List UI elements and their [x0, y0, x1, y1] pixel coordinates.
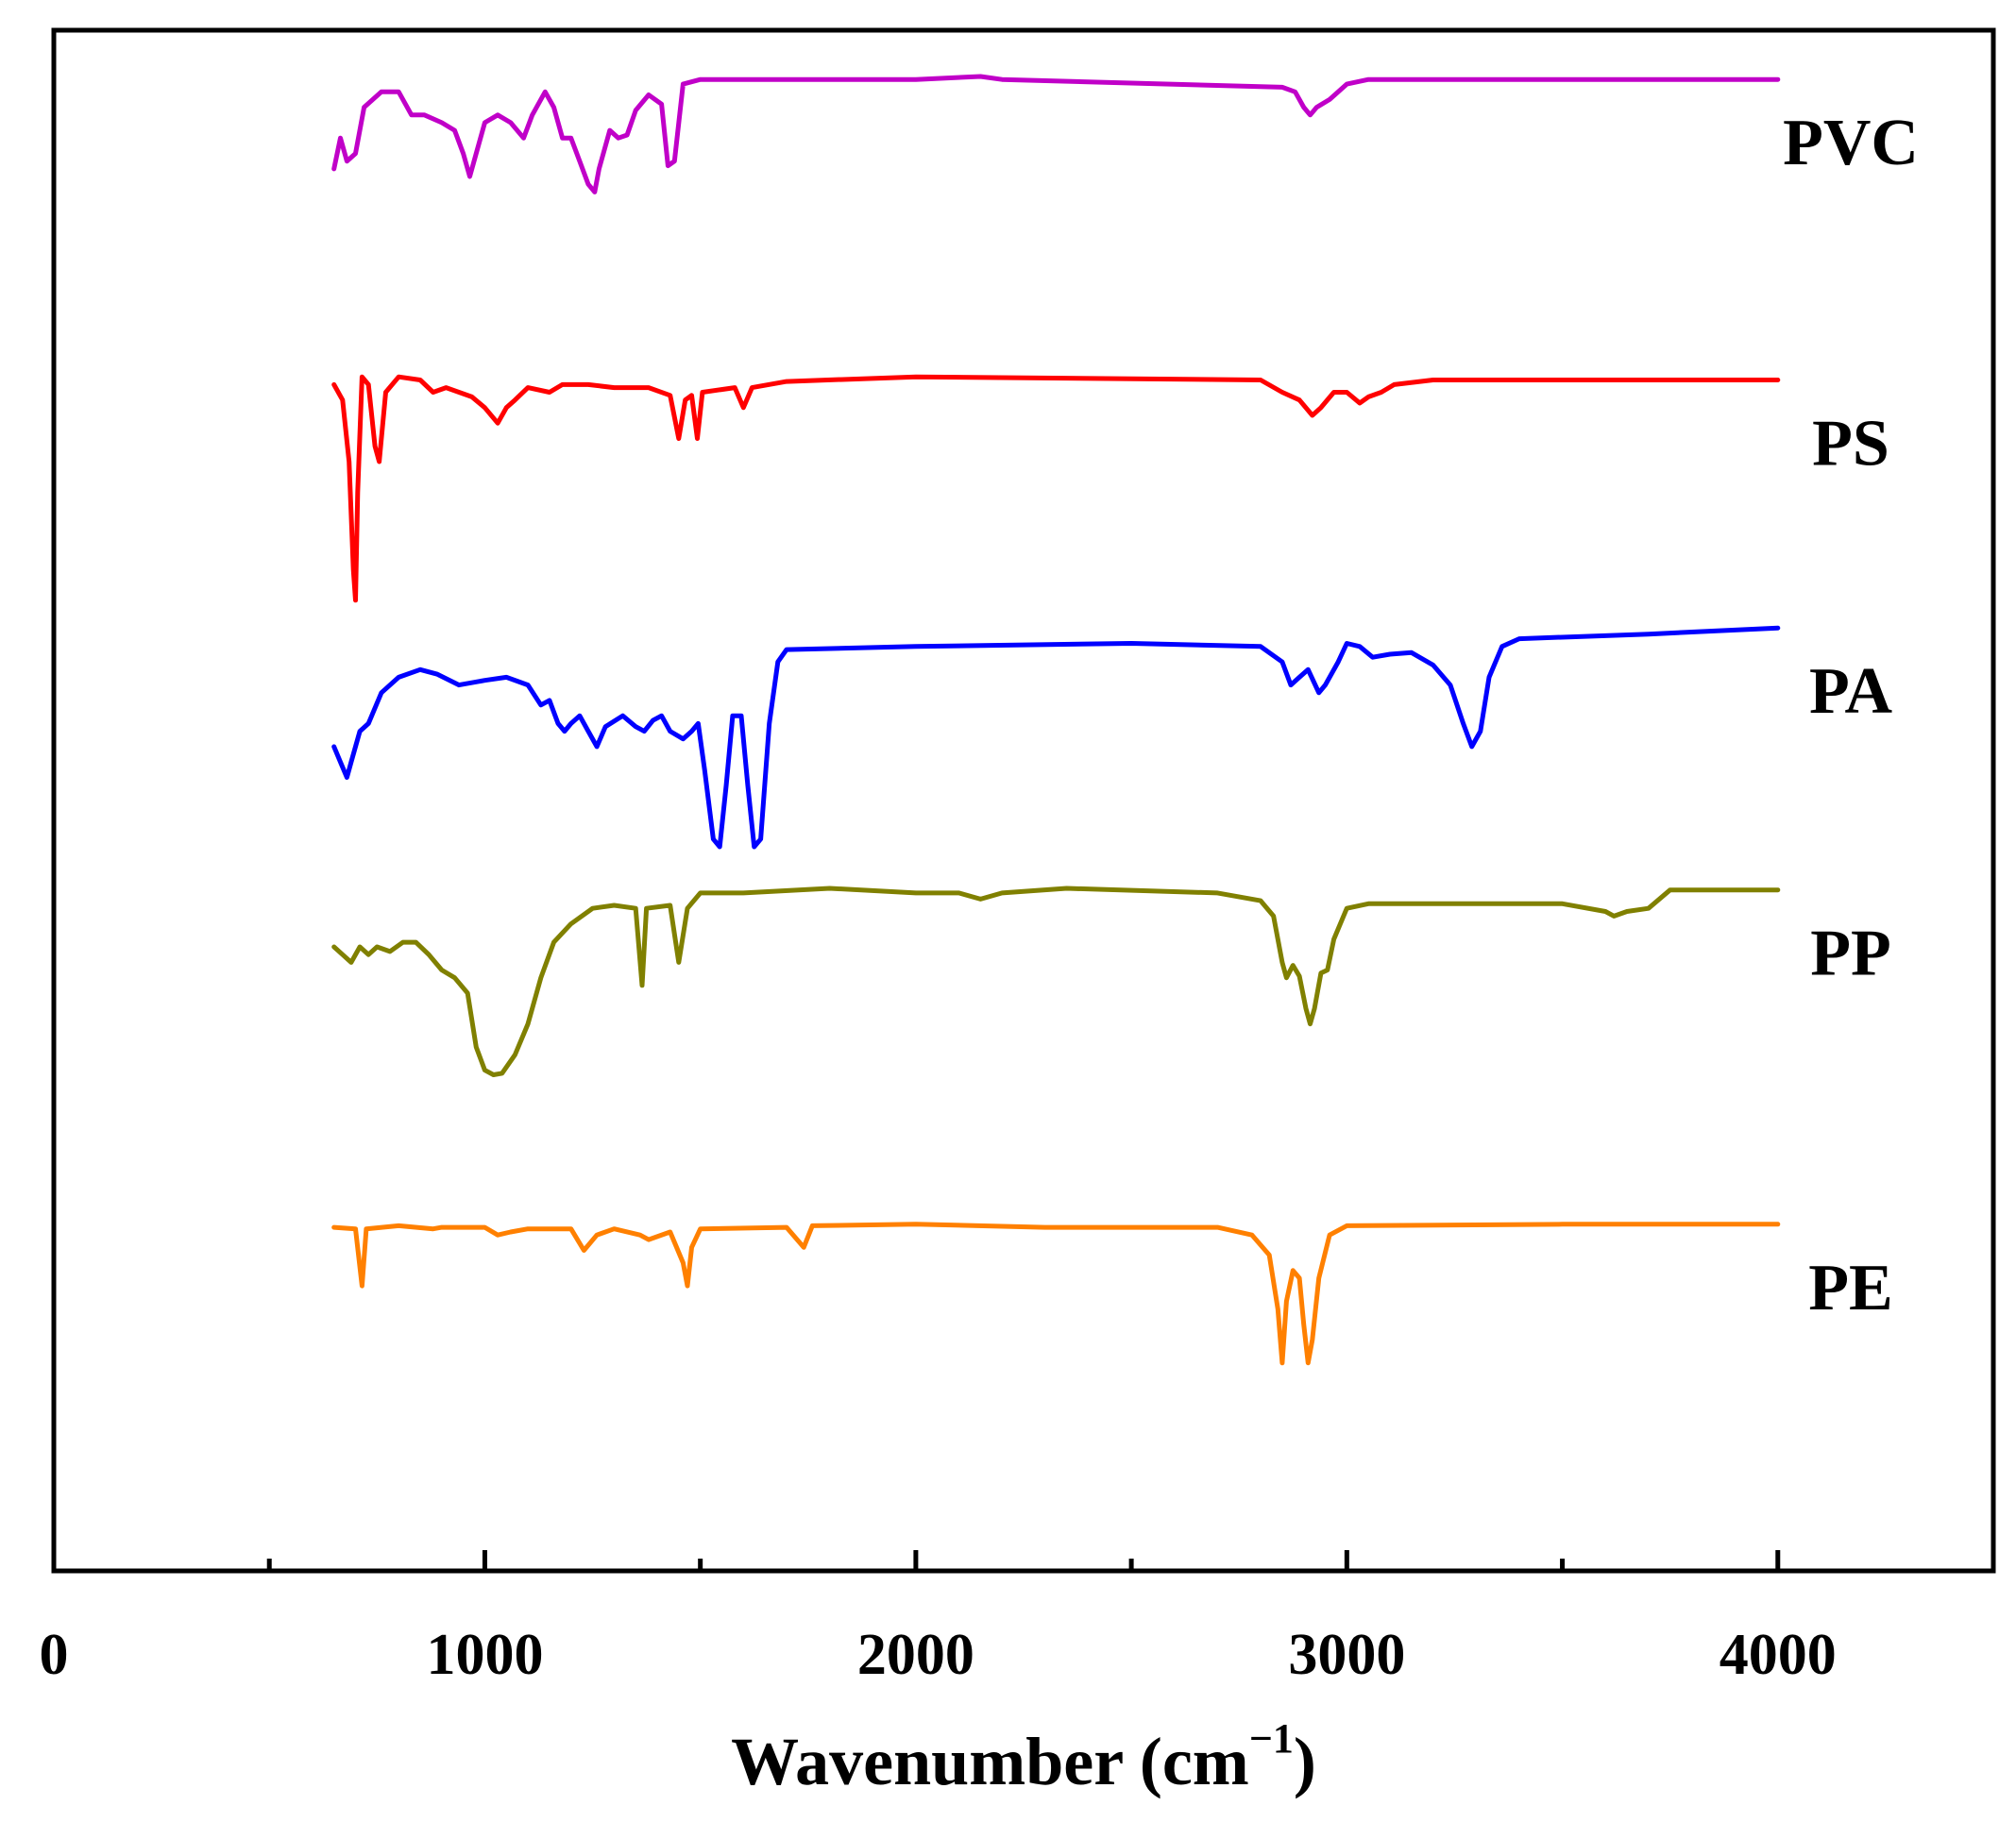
series-label-pvc: PVC	[1783, 107, 1919, 179]
series-line-pe	[331, 1222, 1781, 1366]
series-label-pp: PP	[1810, 918, 1891, 990]
series-line-pa	[331, 625, 1781, 850]
series-label-ps: PS	[1812, 407, 1889, 480]
series-line-ps	[331, 374, 1781, 603]
x-axis-title: Wavenumber (cm−1)	[731, 1715, 1316, 1799]
plot-frame	[51, 27, 1996, 1574]
series-line-pp	[331, 886, 1781, 1077]
x-axis-ticks	[51, 1550, 1781, 1571]
series-labels: PVC PS PA PP PE	[1783, 107, 1919, 1324]
tick-label-1000: 1000	[426, 1623, 543, 1687]
tick-label-3000: 3000	[1288, 1623, 1405, 1687]
series-line-pvc	[331, 74, 1781, 194]
series-label-pa: PA	[1809, 655, 1893, 728]
series-label-pe: PE	[1808, 1252, 1892, 1324]
tick-label-2000: 2000	[857, 1623, 974, 1687]
tick-label-0: 0	[40, 1623, 69, 1687]
spectra-series	[331, 74, 1781, 1366]
tick-label-4000: 4000	[1720, 1623, 1837, 1687]
x-axis-tick-labels: 0 1000 2000 3000 4000	[40, 1623, 1837, 1687]
